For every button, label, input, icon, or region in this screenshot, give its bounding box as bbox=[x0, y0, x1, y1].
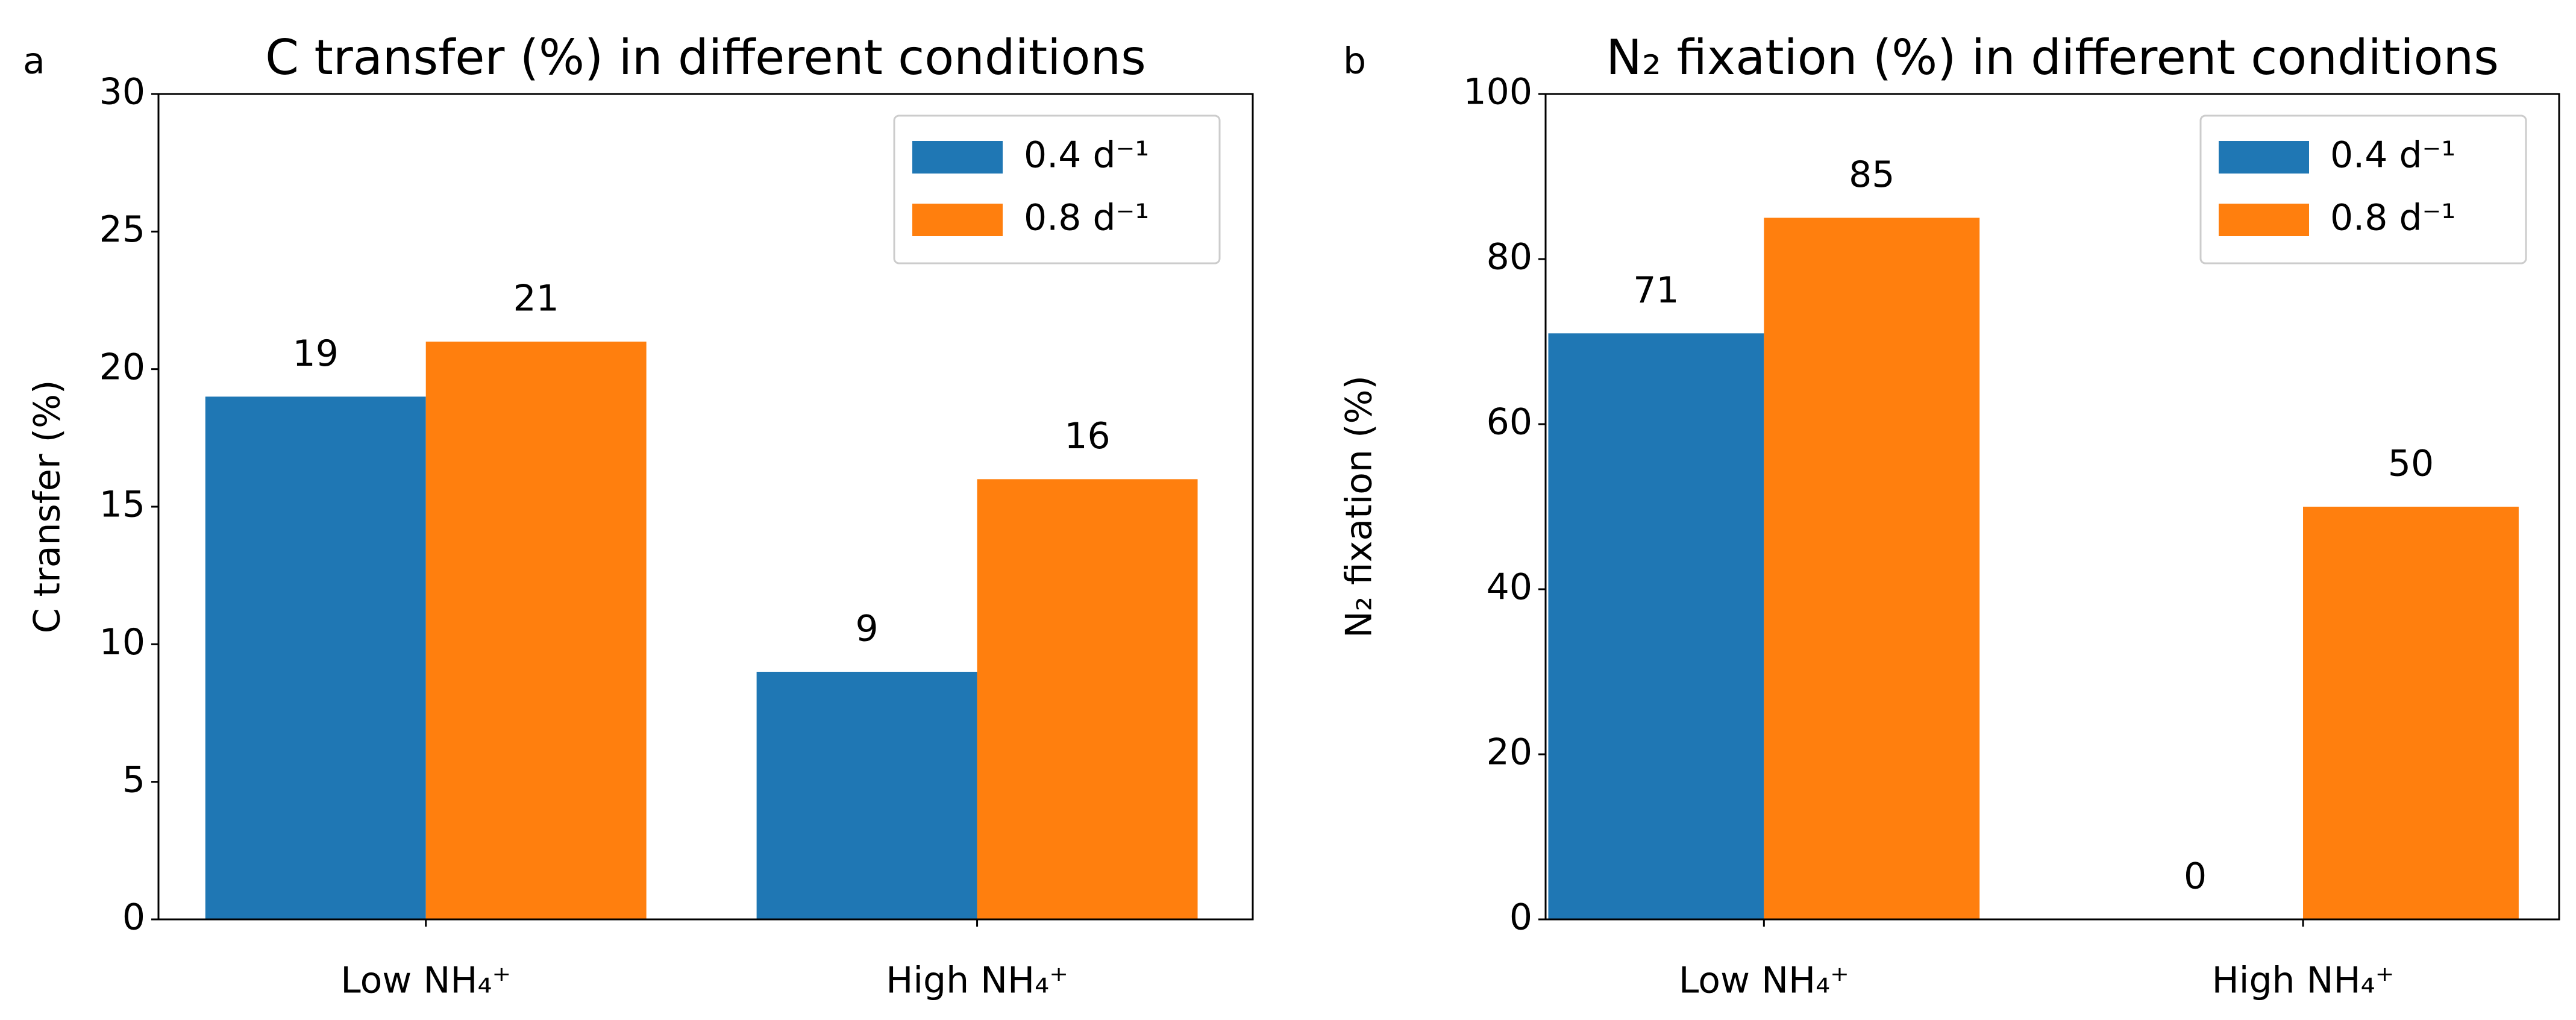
legend-label: 0.8 d⁻¹ bbox=[2330, 197, 2455, 239]
y-tick-label: 80 bbox=[1487, 236, 1532, 278]
bar bbox=[756, 672, 977, 919]
value-label: 9 bbox=[856, 608, 879, 650]
y-tick-label: 25 bbox=[99, 208, 145, 251]
value-label: 21 bbox=[513, 278, 559, 320]
x-tick-label: High NH₄⁺ bbox=[886, 960, 1068, 1002]
value-label: 50 bbox=[2388, 443, 2434, 485]
y-tick-label: 100 bbox=[1463, 71, 1532, 113]
bar bbox=[205, 396, 426, 919]
axes-frame bbox=[157, 93, 1254, 921]
y-tick-label: 10 bbox=[99, 621, 145, 663]
legend-label: 0.4 d⁻¹ bbox=[1024, 134, 1149, 177]
panel-label: a bbox=[23, 40, 45, 83]
legend-label: 0.4 d⁻¹ bbox=[2330, 134, 2455, 177]
y-tick-label: 0 bbox=[122, 896, 145, 939]
value-label: 71 bbox=[1633, 269, 1679, 311]
bar bbox=[1548, 333, 1764, 919]
panel-label: b bbox=[1343, 40, 1366, 83]
legend-label: 0.8 d⁻¹ bbox=[1024, 197, 1149, 239]
bar bbox=[1764, 217, 1980, 919]
x-tick-label: Low NH₄⁺ bbox=[340, 960, 511, 1002]
y-axis-label: N₂ fixation (%) bbox=[1338, 375, 1380, 638]
x-tick-label: Low NH₄⁺ bbox=[1679, 960, 1849, 1002]
value-label: 16 bbox=[1064, 415, 1110, 457]
value-label: 85 bbox=[1849, 154, 1894, 196]
y-tick-label: 60 bbox=[1487, 401, 1532, 443]
bar bbox=[425, 342, 647, 919]
y-axis-label: C transfer (%) bbox=[27, 380, 69, 634]
axes-frame bbox=[1544, 93, 2560, 921]
legend-swatch bbox=[912, 141, 1003, 174]
chart-title: C transfer (%) in different conditions bbox=[265, 30, 1146, 86]
y-tick-label: 20 bbox=[99, 346, 145, 388]
chart-title: N₂ fixation (%) in different conditions bbox=[1606, 30, 2499, 86]
y-tick-label: 20 bbox=[1487, 731, 1532, 774]
legend-swatch bbox=[2219, 141, 2309, 174]
legend-swatch bbox=[2219, 204, 2309, 236]
bar bbox=[2303, 507, 2519, 919]
legend-swatch bbox=[912, 204, 1003, 236]
value-label: 0 bbox=[2184, 856, 2207, 898]
value-label: 19 bbox=[293, 333, 339, 375]
y-tick-label: 40 bbox=[1487, 566, 1532, 609]
y-tick-label: 5 bbox=[122, 759, 145, 801]
x-tick-label: High NH₄⁺ bbox=[2212, 960, 2395, 1002]
y-tick-label: 0 bbox=[1509, 896, 1532, 939]
y-tick-label: 15 bbox=[99, 484, 145, 526]
bar bbox=[977, 479, 1198, 919]
y-tick-label: 30 bbox=[99, 71, 145, 113]
